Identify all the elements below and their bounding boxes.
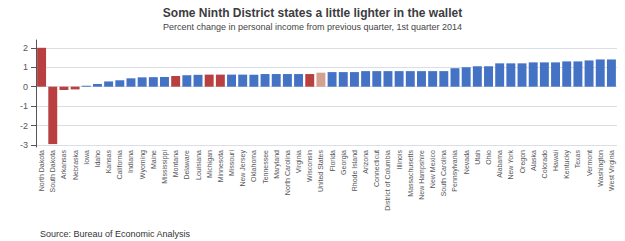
svg-text:Arizona: Arizona <box>362 150 369 174</box>
svg-text:Virginia: Virginia <box>295 150 303 173</box>
svg-text:South Dakota: South Dakota <box>49 150 56 193</box>
svg-text:Alaska: Alaska <box>530 150 537 171</box>
svg-text:Iowa: Iowa <box>83 150 90 165</box>
svg-text:United States: United States <box>317 150 324 193</box>
svg-text:Nevada: Nevada <box>463 150 470 174</box>
svg-text:New Jersey: New Jersey <box>239 150 247 187</box>
svg-text:Some Ninth District states a l: Some Ninth District states a little ligh… <box>163 6 462 20</box>
svg-text:North Carolina: North Carolina <box>284 150 291 195</box>
svg-text:Missouri: Missouri <box>228 150 235 177</box>
svg-text:2: 2 <box>23 43 28 53</box>
svg-text:West Virginia: West Virginia <box>608 150 616 191</box>
svg-text:Wisconsin: Wisconsin <box>306 150 313 182</box>
svg-text:New York: New York <box>507 150 514 180</box>
svg-text:Oklahoma: Oklahoma <box>250 150 257 182</box>
svg-text:Michigan: Michigan <box>206 150 214 178</box>
svg-text:Rhode Island: Rhode Island <box>351 150 358 191</box>
svg-text:Hawaii: Hawaii <box>552 150 559 171</box>
svg-text:-1: -1 <box>20 101 28 111</box>
svg-text:Idaho: Idaho <box>94 150 101 168</box>
svg-text:Montana: Montana <box>172 150 179 177</box>
svg-text:Florida: Florida <box>329 150 336 172</box>
svg-text:Connecticut: Connecticut <box>373 150 380 187</box>
svg-text:Georgia: Georgia <box>340 150 348 175</box>
svg-text:Texas: Texas <box>574 150 581 169</box>
svg-text:0: 0 <box>23 82 28 92</box>
svg-text:Mississippi: Mississippi <box>161 150 169 184</box>
svg-text:Indiana: Indiana <box>127 150 134 173</box>
svg-text:New Hampshire: New Hampshire <box>418 150 426 200</box>
svg-text:Oregon: Oregon <box>519 150 527 173</box>
svg-text:Wyoming: Wyoming <box>139 150 147 179</box>
svg-text:New Mexico: New Mexico <box>429 150 436 188</box>
svg-text:Source: Bureau of Economic Ana: Source: Bureau of Economic Analysis <box>40 229 191 239</box>
svg-text:Tennessee: Tennessee <box>262 150 269 184</box>
svg-text:-3: -3 <box>20 140 28 150</box>
svg-text:Minnesota: Minnesota <box>217 150 224 182</box>
svg-text:Pennsylvania: Pennsylvania <box>451 150 459 192</box>
svg-text:Ohio: Ohio <box>485 150 492 165</box>
svg-text:Arkansas: Arkansas <box>60 150 67 180</box>
svg-text:Washington: Washington <box>597 150 605 187</box>
svg-text:Maryland: Maryland <box>273 150 281 179</box>
svg-text:Kansas: Kansas <box>105 150 112 174</box>
svg-text:Massachusetts: Massachusetts <box>407 150 414 197</box>
svg-text:North Dakota: North Dakota <box>38 150 45 191</box>
svg-text:South Carolina: South Carolina <box>440 150 447 196</box>
svg-text:Utah: Utah <box>474 150 481 165</box>
svg-text:Colorado: Colorado <box>541 150 548 179</box>
svg-text:Louisiana: Louisiana <box>195 150 202 180</box>
svg-text:California: California <box>116 150 123 180</box>
svg-text:Vermont: Vermont <box>586 150 593 176</box>
svg-text:Alabama: Alabama <box>496 150 503 178</box>
svg-text:Illinois: Illinois <box>396 150 403 170</box>
svg-text:District of Columbia: District of Columbia <box>384 150 391 211</box>
svg-text:Kentucky: Kentucky <box>563 150 571 179</box>
svg-text:Percent change in personal inc: Percent change in personal income from p… <box>163 22 462 32</box>
svg-text:Nebraska: Nebraska <box>72 150 79 180</box>
svg-text:Maine: Maine <box>150 150 157 169</box>
svg-text:1: 1 <box>23 62 28 72</box>
svg-text:Delaware: Delaware <box>183 150 190 180</box>
svg-text:-2: -2 <box>20 121 28 131</box>
